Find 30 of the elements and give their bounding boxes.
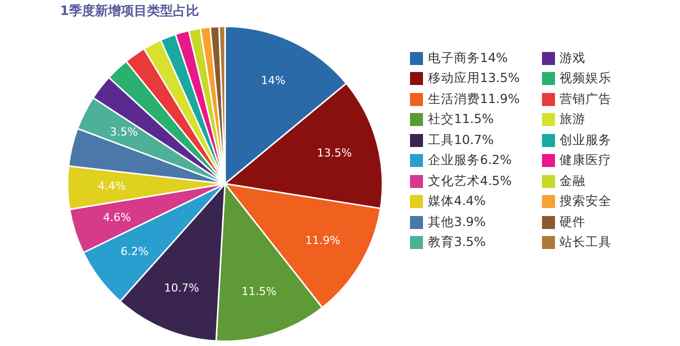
- data-label: 11.9%: [305, 234, 340, 248]
- data-label: 3.5%: [110, 126, 138, 139]
- legend-label: 社交11.5%: [428, 111, 494, 128]
- data-label: 14%: [261, 74, 286, 88]
- legend-label: 游戏: [560, 50, 586, 67]
- data-label: 13.5%: [316, 146, 352, 160]
- legend-label: 生活消费11.9%: [428, 90, 520, 108]
- legend-label: 企业服务6.2%: [428, 152, 512, 170]
- legend-label: 教育3.5%: [428, 234, 486, 252]
- data-label: 6.2%: [120, 245, 149, 258]
- legend-label: 硬件: [560, 214, 586, 231]
- legend-label: 工具10.7%: [428, 132, 494, 149]
- legend-label: 站长工具: [560, 234, 612, 252]
- legend-label: 媒体4.4%: [428, 193, 486, 210]
- legend-label: 旅游: [560, 111, 586, 128]
- legend-label: 文化艺术4.5%: [428, 172, 512, 190]
- chart-title: 1季度新增项目类型占比: [60, 3, 200, 20]
- data-label: 11.5%: [242, 284, 276, 298]
- data-label: 4.6%: [102, 211, 131, 224]
- legend-label: 营销广告: [560, 90, 612, 108]
- legend-label: 金融: [560, 172, 586, 190]
- legend-label: 其他3.9%: [428, 214, 486, 231]
- legend-label: 电子商务14%: [428, 50, 508, 67]
- legend-label: 移动应用13.5%: [428, 70, 520, 88]
- legend-label: 创业服务: [560, 132, 612, 149]
- data-label: 10.7%: [164, 281, 200, 294]
- data-label: 4.4%: [98, 180, 126, 193]
- legend-label: 健康医疗: [560, 152, 612, 170]
- legend-label: 搜索安全: [560, 193, 612, 210]
- legend-label: 视频娱乐: [560, 70, 612, 88]
